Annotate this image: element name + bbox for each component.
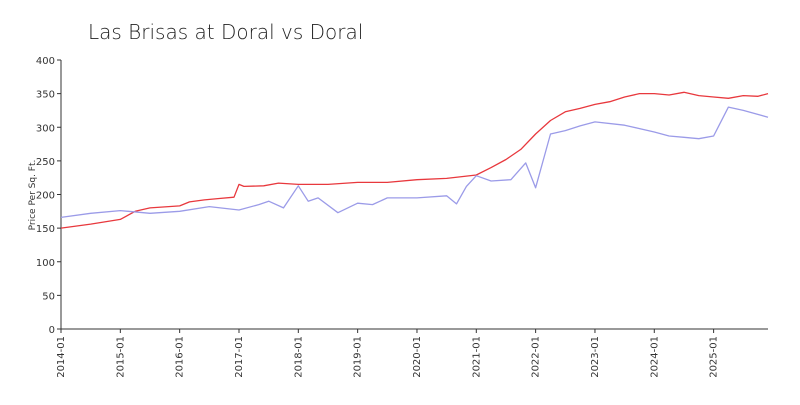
series-layer [60,91,769,229]
chart-title: Las Brisas at Doral vs Doral [88,20,364,44]
x-tick-label: 2024-01 [649,336,660,378]
x-tick-label: 2014-01 [56,336,67,378]
x-tick-label: 2021-01 [471,336,482,378]
axes: 0 50 100 150 200 250 300 350 400 2014-01 2015-01 20… [36,56,768,378]
series-line-1 [60,91,769,229]
x-tick-label: 2017-01 [234,336,245,378]
y-tick-label: 100 [36,258,55,269]
y-tick-label: 150 [36,224,55,235]
x-tick-label: 2018-01 [293,336,304,378]
y-tick-label: 400 [36,56,55,67]
y-axis-label: Price Per Sq. Ft. [28,160,38,231]
x-tick-label: 2025-01 [709,336,720,378]
y-tick-label: 200 [36,191,55,202]
y-tick-label: 50 [42,291,55,302]
y-tick-label: 300 [36,123,55,134]
x-tick-label: 2015-01 [115,336,126,378]
y-tick-label: 0 [49,325,55,336]
y-tick-label: 350 [36,90,55,101]
x-tick-label: 2020-01 [412,336,423,378]
x-tick-label: 2019-01 [353,336,364,378]
x-tick-label: 2022-01 [531,336,542,378]
y-tick-label: 250 [36,157,55,168]
x-tick-label: 2016-01 [175,336,186,378]
x-tick-label: 2023-01 [590,336,601,378]
series-line-2 [60,106,769,219]
